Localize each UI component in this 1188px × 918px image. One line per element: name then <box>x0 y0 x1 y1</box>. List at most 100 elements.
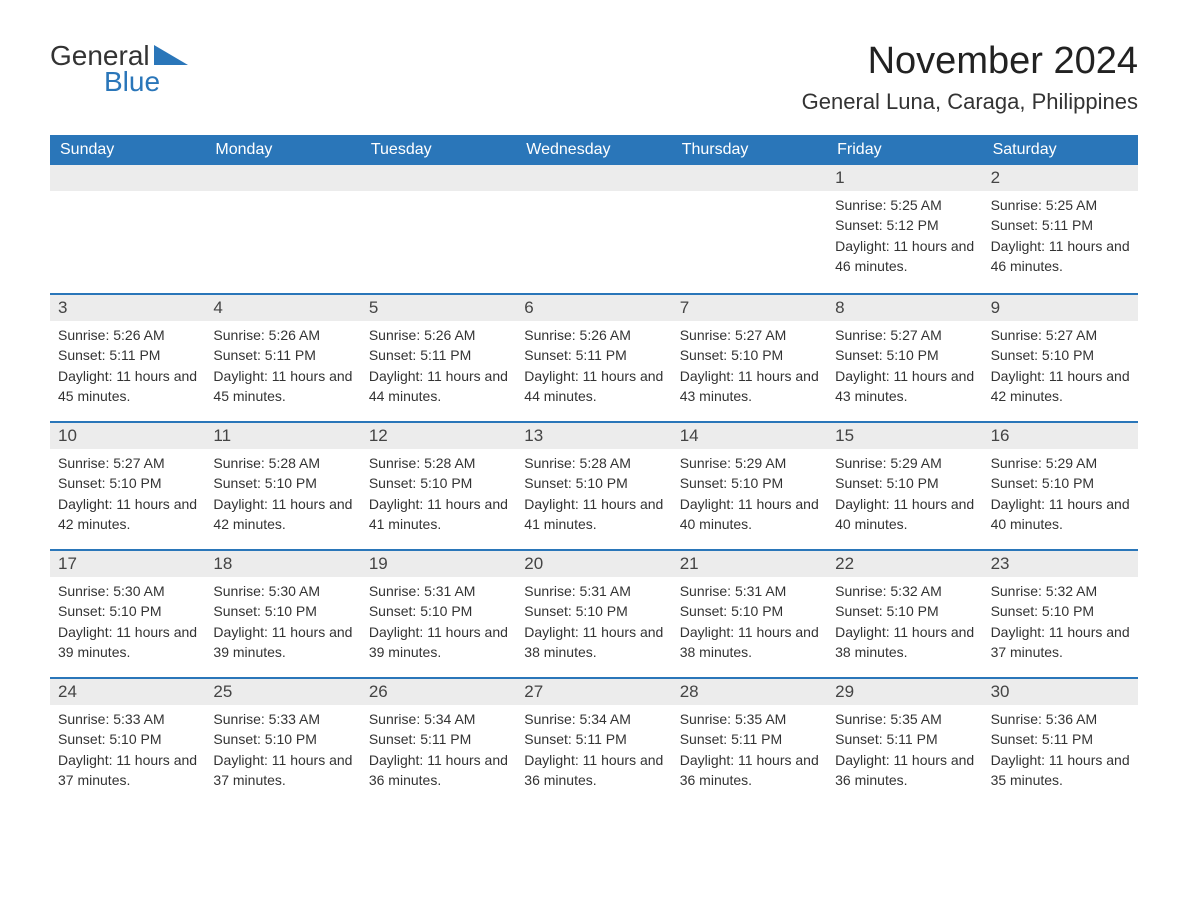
sunset-text: Sunset: 5:10 PM <box>680 345 819 365</box>
sunset-text: Sunset: 5:11 PM <box>991 215 1130 235</box>
sunrise-text: Sunrise: 5:29 AM <box>991 453 1130 473</box>
day-cell: 3Sunrise: 5:26 AMSunset: 5:11 PMDaylight… <box>50 295 205 421</box>
sunrise-text: Sunrise: 5:27 AM <box>991 325 1130 345</box>
sunset-text: Sunset: 5:10 PM <box>369 601 508 621</box>
sunset-text: Sunset: 5:11 PM <box>369 729 508 749</box>
day-details: Sunrise: 5:26 AMSunset: 5:11 PMDaylight:… <box>361 321 516 414</box>
day-cell: 11Sunrise: 5:28 AMSunset: 5:10 PMDayligh… <box>205 423 360 549</box>
daylight-text: Daylight: 11 hours and 35 minutes. <box>991 750 1130 791</box>
sunset-text: Sunset: 5:10 PM <box>680 601 819 621</box>
day-cell <box>516 165 671 293</box>
day-number: 1 <box>827 165 982 191</box>
day-details <box>205 191 360 203</box>
day-details <box>50 191 205 203</box>
daylight-text: Daylight: 11 hours and 40 minutes. <box>835 494 974 535</box>
day-cell: 26Sunrise: 5:34 AMSunset: 5:11 PMDayligh… <box>361 679 516 805</box>
day-cell: 2Sunrise: 5:25 AMSunset: 5:11 PMDaylight… <box>983 165 1138 293</box>
day-details: Sunrise: 5:35 AMSunset: 5:11 PMDaylight:… <box>672 705 827 798</box>
sunrise-text: Sunrise: 5:29 AM <box>680 453 819 473</box>
day-cell: 6Sunrise: 5:26 AMSunset: 5:11 PMDaylight… <box>516 295 671 421</box>
day-number: 5 <box>361 295 516 321</box>
day-details: Sunrise: 5:28 AMSunset: 5:10 PMDaylight:… <box>516 449 671 542</box>
daylight-text: Daylight: 11 hours and 45 minutes. <box>213 366 352 407</box>
daylight-text: Daylight: 11 hours and 36 minutes. <box>524 750 663 791</box>
sunset-text: Sunset: 5:11 PM <box>524 729 663 749</box>
day-details: Sunrise: 5:34 AMSunset: 5:11 PMDaylight:… <box>361 705 516 798</box>
daylight-text: Daylight: 11 hours and 37 minutes. <box>213 750 352 791</box>
day-number: 8 <box>827 295 982 321</box>
sunset-text: Sunset: 5:10 PM <box>991 473 1130 493</box>
sunrise-text: Sunrise: 5:30 AM <box>58 581 197 601</box>
sunset-text: Sunset: 5:10 PM <box>835 345 974 365</box>
sunset-text: Sunset: 5:10 PM <box>991 601 1130 621</box>
day-number: 16 <box>983 423 1138 449</box>
day-details: Sunrise: 5:32 AMSunset: 5:10 PMDaylight:… <box>827 577 982 670</box>
day-cell: 30Sunrise: 5:36 AMSunset: 5:11 PMDayligh… <box>983 679 1138 805</box>
day-number: 23 <box>983 551 1138 577</box>
day-cell: 17Sunrise: 5:30 AMSunset: 5:10 PMDayligh… <box>50 551 205 677</box>
day-details: Sunrise: 5:26 AMSunset: 5:11 PMDaylight:… <box>205 321 360 414</box>
sunset-text: Sunset: 5:10 PM <box>524 601 663 621</box>
day-number: 3 <box>50 295 205 321</box>
day-number <box>672 165 827 191</box>
sunrise-text: Sunrise: 5:34 AM <box>524 709 663 729</box>
weekday-header: Sunday <box>50 135 205 165</box>
day-number: 25 <box>205 679 360 705</box>
daylight-text: Daylight: 11 hours and 36 minutes. <box>680 750 819 791</box>
day-number: 2 <box>983 165 1138 191</box>
day-cell: 5Sunrise: 5:26 AMSunset: 5:11 PMDaylight… <box>361 295 516 421</box>
sunset-text: Sunset: 5:10 PM <box>369 473 508 493</box>
day-cell: 14Sunrise: 5:29 AMSunset: 5:10 PMDayligh… <box>672 423 827 549</box>
weekday-header: Friday <box>827 135 982 165</box>
day-number: 24 <box>50 679 205 705</box>
day-number: 14 <box>672 423 827 449</box>
day-number <box>50 165 205 191</box>
day-cell: 18Sunrise: 5:30 AMSunset: 5:10 PMDayligh… <box>205 551 360 677</box>
daylight-text: Daylight: 11 hours and 37 minutes. <box>991 622 1130 663</box>
daylight-text: Daylight: 11 hours and 39 minutes. <box>58 622 197 663</box>
sunrise-text: Sunrise: 5:27 AM <box>835 325 974 345</box>
day-details: Sunrise: 5:27 AMSunset: 5:10 PMDaylight:… <box>50 449 205 542</box>
day-cell: 13Sunrise: 5:28 AMSunset: 5:10 PMDayligh… <box>516 423 671 549</box>
day-cell: 10Sunrise: 5:27 AMSunset: 5:10 PMDayligh… <box>50 423 205 549</box>
day-number: 21 <box>672 551 827 577</box>
day-number: 7 <box>672 295 827 321</box>
daylight-text: Daylight: 11 hours and 42 minutes. <box>991 366 1130 407</box>
sunrise-text: Sunrise: 5:28 AM <box>213 453 352 473</box>
day-details: Sunrise: 5:31 AMSunset: 5:10 PMDaylight:… <box>672 577 827 670</box>
day-cell: 22Sunrise: 5:32 AMSunset: 5:10 PMDayligh… <box>827 551 982 677</box>
day-number: 12 <box>361 423 516 449</box>
weekday-header-row: SundayMondayTuesdayWednesdayThursdayFrid… <box>50 135 1138 165</box>
day-cell <box>361 165 516 293</box>
day-details: Sunrise: 5:30 AMSunset: 5:10 PMDaylight:… <box>50 577 205 670</box>
daylight-text: Daylight: 11 hours and 43 minutes. <box>835 366 974 407</box>
sunset-text: Sunset: 5:11 PM <box>369 345 508 365</box>
sunset-text: Sunset: 5:10 PM <box>680 473 819 493</box>
sunrise-text: Sunrise: 5:28 AM <box>369 453 508 473</box>
day-details: Sunrise: 5:31 AMSunset: 5:10 PMDaylight:… <box>516 577 671 670</box>
daylight-text: Daylight: 11 hours and 36 minutes. <box>369 750 508 791</box>
daylight-text: Daylight: 11 hours and 38 minutes. <box>524 622 663 663</box>
day-details: Sunrise: 5:27 AMSunset: 5:10 PMDaylight:… <box>827 321 982 414</box>
day-details: Sunrise: 5:28 AMSunset: 5:10 PMDaylight:… <box>205 449 360 542</box>
title-block: November 2024 General Luna, Caraga, Phil… <box>802 40 1138 115</box>
day-details: Sunrise: 5:29 AMSunset: 5:10 PMDaylight:… <box>672 449 827 542</box>
daylight-text: Daylight: 11 hours and 44 minutes. <box>524 366 663 407</box>
week-row: 1Sunrise: 5:25 AMSunset: 5:12 PMDaylight… <box>50 165 1138 293</box>
weekday-header: Wednesday <box>516 135 671 165</box>
day-details: Sunrise: 5:27 AMSunset: 5:10 PMDaylight:… <box>983 321 1138 414</box>
day-details: Sunrise: 5:33 AMSunset: 5:10 PMDaylight:… <box>50 705 205 798</box>
day-number: 30 <box>983 679 1138 705</box>
sunset-text: Sunset: 5:10 PM <box>213 473 352 493</box>
sunrise-text: Sunrise: 5:27 AM <box>680 325 819 345</box>
sunrise-text: Sunrise: 5:33 AM <box>213 709 352 729</box>
daylight-text: Daylight: 11 hours and 38 minutes. <box>835 622 974 663</box>
week-row: 10Sunrise: 5:27 AMSunset: 5:10 PMDayligh… <box>50 421 1138 549</box>
day-details: Sunrise: 5:26 AMSunset: 5:11 PMDaylight:… <box>50 321 205 414</box>
day-details <box>516 191 671 203</box>
sunrise-text: Sunrise: 5:32 AM <box>835 581 974 601</box>
day-number: 19 <box>361 551 516 577</box>
day-cell: 8Sunrise: 5:27 AMSunset: 5:10 PMDaylight… <box>827 295 982 421</box>
day-details: Sunrise: 5:28 AMSunset: 5:10 PMDaylight:… <box>361 449 516 542</box>
sunrise-text: Sunrise: 5:35 AM <box>835 709 974 729</box>
